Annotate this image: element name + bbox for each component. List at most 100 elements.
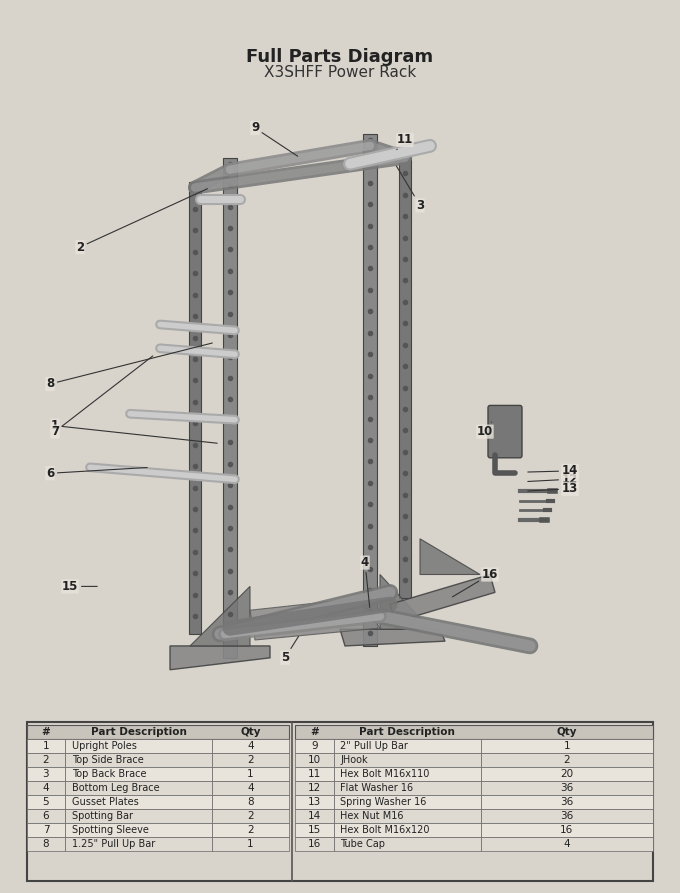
Text: Qty: Qty — [240, 727, 260, 737]
Polygon shape — [340, 630, 445, 646]
Text: Full Parts Diagram: Full Parts Diagram — [246, 48, 434, 66]
Text: X3SHFF Power Rack: X3SHFF Power Rack — [264, 65, 416, 80]
Text: 4: 4 — [43, 783, 49, 793]
Bar — [27, 753, 65, 767]
Text: Top Back Brace: Top Back Brace — [71, 769, 146, 779]
Bar — [212, 795, 289, 809]
Text: 1.25" Pull Up Bar: 1.25" Pull Up Bar — [71, 839, 155, 849]
Text: Part Description: Part Description — [90, 727, 186, 737]
Text: 5: 5 — [43, 797, 49, 807]
Text: 12: 12 — [528, 472, 578, 486]
Text: 9: 9 — [251, 121, 298, 156]
Text: 10: 10 — [308, 755, 321, 764]
Text: 1: 1 — [564, 740, 571, 751]
Polygon shape — [170, 646, 270, 670]
Text: 5: 5 — [281, 637, 299, 664]
Text: 36: 36 — [560, 797, 573, 807]
Bar — [27, 837, 65, 851]
Text: 1: 1 — [51, 419, 217, 443]
Text: Hex Bolt M16x120: Hex Bolt M16x120 — [340, 825, 430, 835]
Bar — [212, 809, 289, 823]
Text: 8: 8 — [43, 839, 49, 849]
Bar — [399, 146, 411, 598]
Bar — [295, 780, 334, 795]
Bar — [481, 739, 653, 753]
Bar — [334, 823, 481, 837]
Text: 36: 36 — [560, 783, 573, 793]
Bar — [295, 724, 653, 739]
Bar — [481, 809, 653, 823]
Bar — [65, 767, 212, 780]
Polygon shape — [390, 574, 495, 622]
Text: 8: 8 — [248, 797, 254, 807]
Bar — [334, 753, 481, 767]
Bar — [295, 809, 334, 823]
Text: 4: 4 — [248, 740, 254, 751]
Text: Spotting Sleeve: Spotting Sleeve — [71, 825, 148, 835]
Text: Hex Bolt M16x110: Hex Bolt M16x110 — [340, 769, 429, 779]
Text: 6: 6 — [43, 811, 49, 821]
Text: 13: 13 — [308, 797, 321, 807]
Text: 2: 2 — [76, 188, 207, 254]
Text: 11: 11 — [308, 769, 321, 779]
Bar — [481, 837, 653, 851]
Text: Spring Washer 16: Spring Washer 16 — [340, 797, 426, 807]
Bar — [189, 181, 201, 634]
Text: 15: 15 — [308, 825, 321, 835]
Polygon shape — [420, 538, 480, 574]
Text: 2: 2 — [564, 755, 571, 764]
Text: 4: 4 — [564, 839, 571, 849]
Bar — [27, 780, 65, 795]
Bar — [212, 823, 289, 837]
Bar — [295, 753, 334, 767]
Bar — [334, 780, 481, 795]
Polygon shape — [190, 587, 250, 646]
Text: Tube Cap: Tube Cap — [340, 839, 385, 849]
Text: 1: 1 — [248, 839, 254, 849]
Bar — [27, 767, 65, 780]
Text: Bottom Leg Brace: Bottom Leg Brace — [71, 783, 159, 793]
Text: 14: 14 — [308, 811, 321, 821]
Bar — [334, 809, 481, 823]
Bar — [27, 739, 65, 753]
Bar — [212, 780, 289, 795]
Text: 12: 12 — [308, 783, 321, 793]
FancyBboxPatch shape — [488, 405, 522, 458]
Bar — [27, 795, 65, 809]
Bar — [334, 837, 481, 851]
Text: 3: 3 — [396, 166, 424, 212]
Text: Part Description: Part Description — [359, 727, 455, 737]
Text: 1: 1 — [248, 769, 254, 779]
Bar — [27, 809, 65, 823]
Bar — [481, 767, 653, 780]
Text: Upright Poles: Upright Poles — [71, 740, 137, 751]
Bar — [212, 767, 289, 780]
Bar — [295, 823, 334, 837]
Text: 4: 4 — [248, 783, 254, 793]
Text: 7: 7 — [43, 825, 49, 835]
Bar — [295, 767, 334, 780]
Text: 2: 2 — [248, 825, 254, 835]
Bar — [334, 739, 481, 753]
Bar — [481, 753, 653, 767]
Text: 8: 8 — [46, 343, 212, 390]
Text: 2: 2 — [43, 755, 49, 764]
Text: 2: 2 — [248, 755, 254, 764]
Text: 2" Pull Up Bar: 2" Pull Up Bar — [340, 740, 408, 751]
Bar — [212, 753, 289, 767]
Text: 1: 1 — [43, 740, 49, 751]
Bar — [295, 795, 334, 809]
Text: 9: 9 — [311, 740, 318, 751]
Text: 11: 11 — [397, 133, 413, 150]
Bar — [334, 795, 481, 809]
Text: 10: 10 — [477, 422, 493, 438]
Text: #: # — [310, 727, 319, 737]
Text: 2: 2 — [248, 811, 254, 821]
Text: 7: 7 — [51, 356, 153, 438]
Bar — [65, 823, 212, 837]
Text: Hex Nut M16: Hex Nut M16 — [340, 811, 403, 821]
Bar — [65, 809, 212, 823]
Bar — [65, 780, 212, 795]
Bar — [212, 837, 289, 851]
Bar — [27, 724, 289, 739]
